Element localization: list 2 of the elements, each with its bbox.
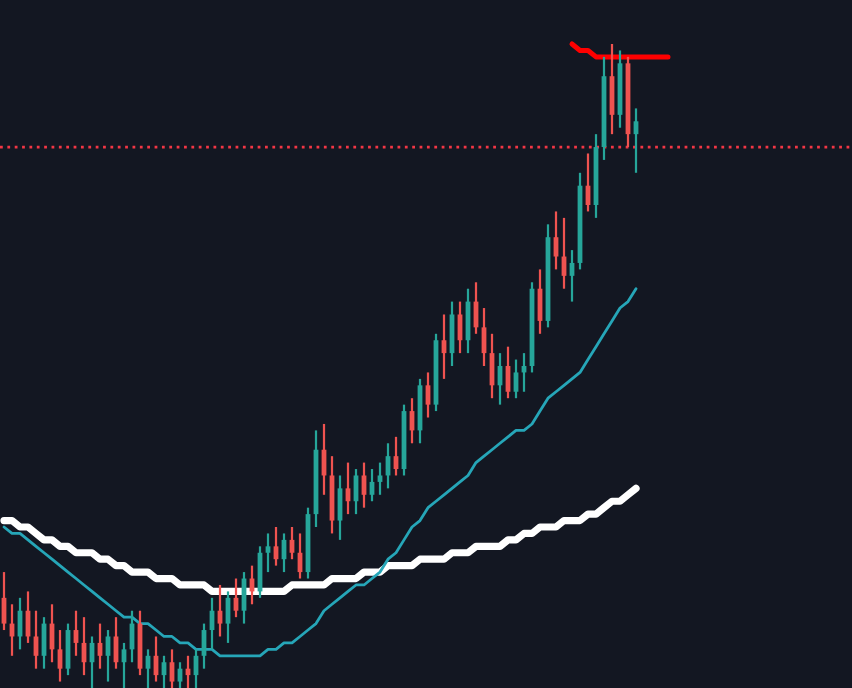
candlestick <box>377 461 383 496</box>
candlestick <box>265 532 271 574</box>
